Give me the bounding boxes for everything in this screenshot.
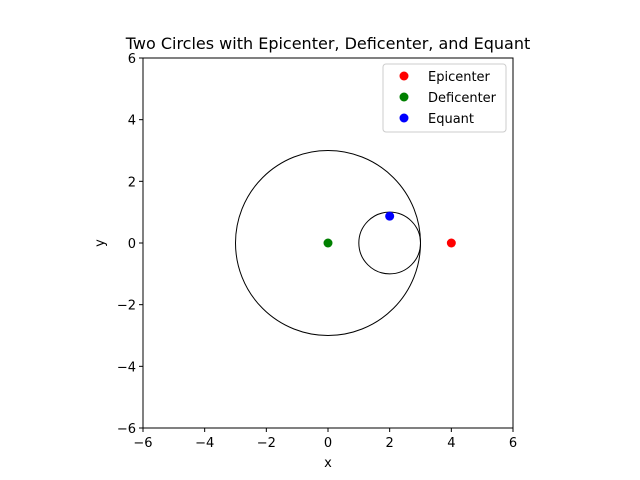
x-tick-label: 2 <box>386 436 394 451</box>
y-tick-label: 6 <box>128 52 136 67</box>
epicenter-point <box>446 238 456 248</box>
x-tick-label: −2 <box>257 436 276 451</box>
y-tick-label: 2 <box>128 175 136 190</box>
equant-legend-marker <box>399 113 409 123</box>
epicenter-legend-label: Epicenter <box>428 70 491 85</box>
x-tick-label: −4 <box>195 436 214 451</box>
y-tick-label: −6 <box>117 422 136 437</box>
x-tick-label: 0 <box>324 436 332 451</box>
legend-box <box>382 63 507 133</box>
equant-point <box>385 211 395 221</box>
y-tick-label: 0 <box>128 237 136 252</box>
y-tick-label: −4 <box>117 360 136 375</box>
x-axis-ticks: −6 −4 −2 0 2 4 6 <box>133 428 517 451</box>
legend: Epicenter Deficenter Equant <box>382 63 507 133</box>
deficenter-legend-label: Deficenter <box>428 91 497 106</box>
deficenter-legend-marker <box>399 92 409 102</box>
equant-legend-label: Equant <box>428 112 474 127</box>
x-tick-label: −6 <box>133 436 152 451</box>
epicenter-legend-marker <box>399 71 409 81</box>
chart-title: Two Circles with Epicenter, Deficenter, … <box>125 34 531 53</box>
x-tick-label: 6 <box>509 436 517 451</box>
y-tick-label: −2 <box>117 299 136 314</box>
deficenter-point <box>323 238 333 248</box>
points-layer <box>323 211 456 248</box>
y-tick-label: 4 <box>128 114 136 129</box>
x-tick-label: 4 <box>447 436 455 451</box>
y-axis-label: y <box>93 239 108 247</box>
y-axis-ticks: −6 −4 −2 0 2 4 6 <box>117 52 143 437</box>
x-axis-label: x <box>324 456 332 471</box>
